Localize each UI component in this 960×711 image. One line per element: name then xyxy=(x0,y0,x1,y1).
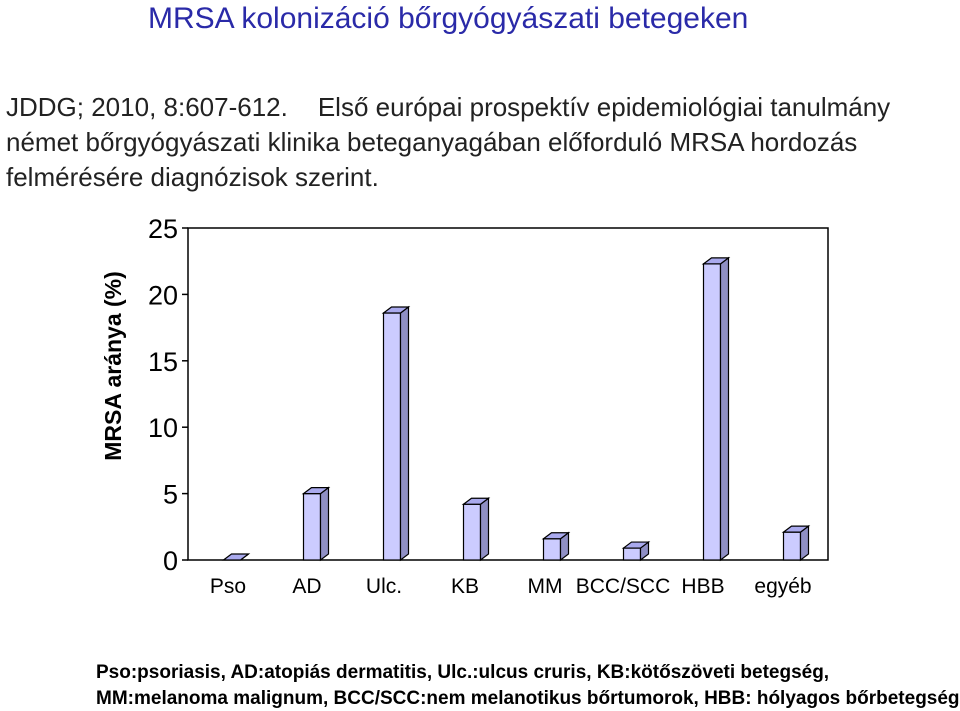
footnote-line-2: MM:melanoma malignum, BCC/SCC:nem melano… xyxy=(96,688,960,709)
bar-front xyxy=(462,503,482,561)
plot-area xyxy=(187,227,829,561)
x-axis-ticks: Pso AD Ulc. KB MM BCC/SCC HBB egyéb xyxy=(210,575,812,598)
bar xyxy=(621,540,651,562)
bar-top xyxy=(381,306,411,314)
y-tick-label: 20 xyxy=(148,280,178,310)
bar-front xyxy=(302,493,322,561)
x-tick-label: MM xyxy=(528,575,563,598)
bar-top xyxy=(541,532,571,540)
subtitle-line-1: JDDG; 2010, 8:607-612. Első európai prosp… xyxy=(6,92,890,123)
bar-top xyxy=(221,553,251,561)
bar xyxy=(541,531,571,562)
bar xyxy=(301,486,331,562)
y-tick-label: 25 xyxy=(148,214,178,244)
slide-title: MRSA kolonizáció bőrgyógyászati betegeke… xyxy=(148,2,749,35)
bar-side xyxy=(399,305,410,562)
bar-top xyxy=(621,541,651,549)
bar-front xyxy=(702,263,722,561)
subtitle-line-3: felmérésére diagnózisok szerint. xyxy=(6,162,379,192)
footnote-line-1: Pso:psoriasis, AD:atopiás dermatitis, Ul… xyxy=(96,662,830,683)
y-tick-label: 5 xyxy=(163,480,178,510)
y-tick-label: 0 xyxy=(163,546,178,576)
y-tick-label: 15 xyxy=(148,347,178,377)
bar-top xyxy=(781,525,811,533)
bar-front xyxy=(542,538,562,561)
x-tick-label: BCC/SCC xyxy=(576,575,671,598)
bar-group xyxy=(221,256,811,562)
y-axis-ticks: 0 5 10 15 20 25 xyxy=(148,214,188,576)
bar xyxy=(701,256,731,562)
x-tick-label: KB xyxy=(451,575,479,598)
study-description: Első európai prospektív epidemiológiai t… xyxy=(317,92,891,122)
bar-front xyxy=(382,312,402,561)
plot-border xyxy=(187,227,829,561)
bar-front xyxy=(782,531,802,561)
bar-top xyxy=(701,257,731,265)
x-tick-label: egyéb xyxy=(754,575,811,598)
bar xyxy=(381,305,411,562)
citation: JDDG; 2010, 8:607-612. xyxy=(6,92,288,122)
x-tick-label: AD xyxy=(292,575,321,598)
bar-side xyxy=(719,256,730,562)
bar-front xyxy=(622,547,642,561)
bar-side xyxy=(319,486,330,562)
bar xyxy=(781,524,811,562)
bar-top xyxy=(301,487,331,495)
bar xyxy=(461,497,491,562)
x-tick-label: Pso xyxy=(210,575,246,598)
bar xyxy=(221,553,251,561)
y-axis-label: MRSA aránya (%) xyxy=(100,271,126,461)
subtitle-line-2: német bőrgyógyászati klinika beteganyagá… xyxy=(6,127,858,157)
bar-top xyxy=(461,497,491,505)
y-tick-label: 10 xyxy=(148,413,178,443)
x-tick-label: HBB xyxy=(681,575,724,598)
x-tick-label: Ulc. xyxy=(366,575,402,598)
bar-side xyxy=(479,497,490,562)
